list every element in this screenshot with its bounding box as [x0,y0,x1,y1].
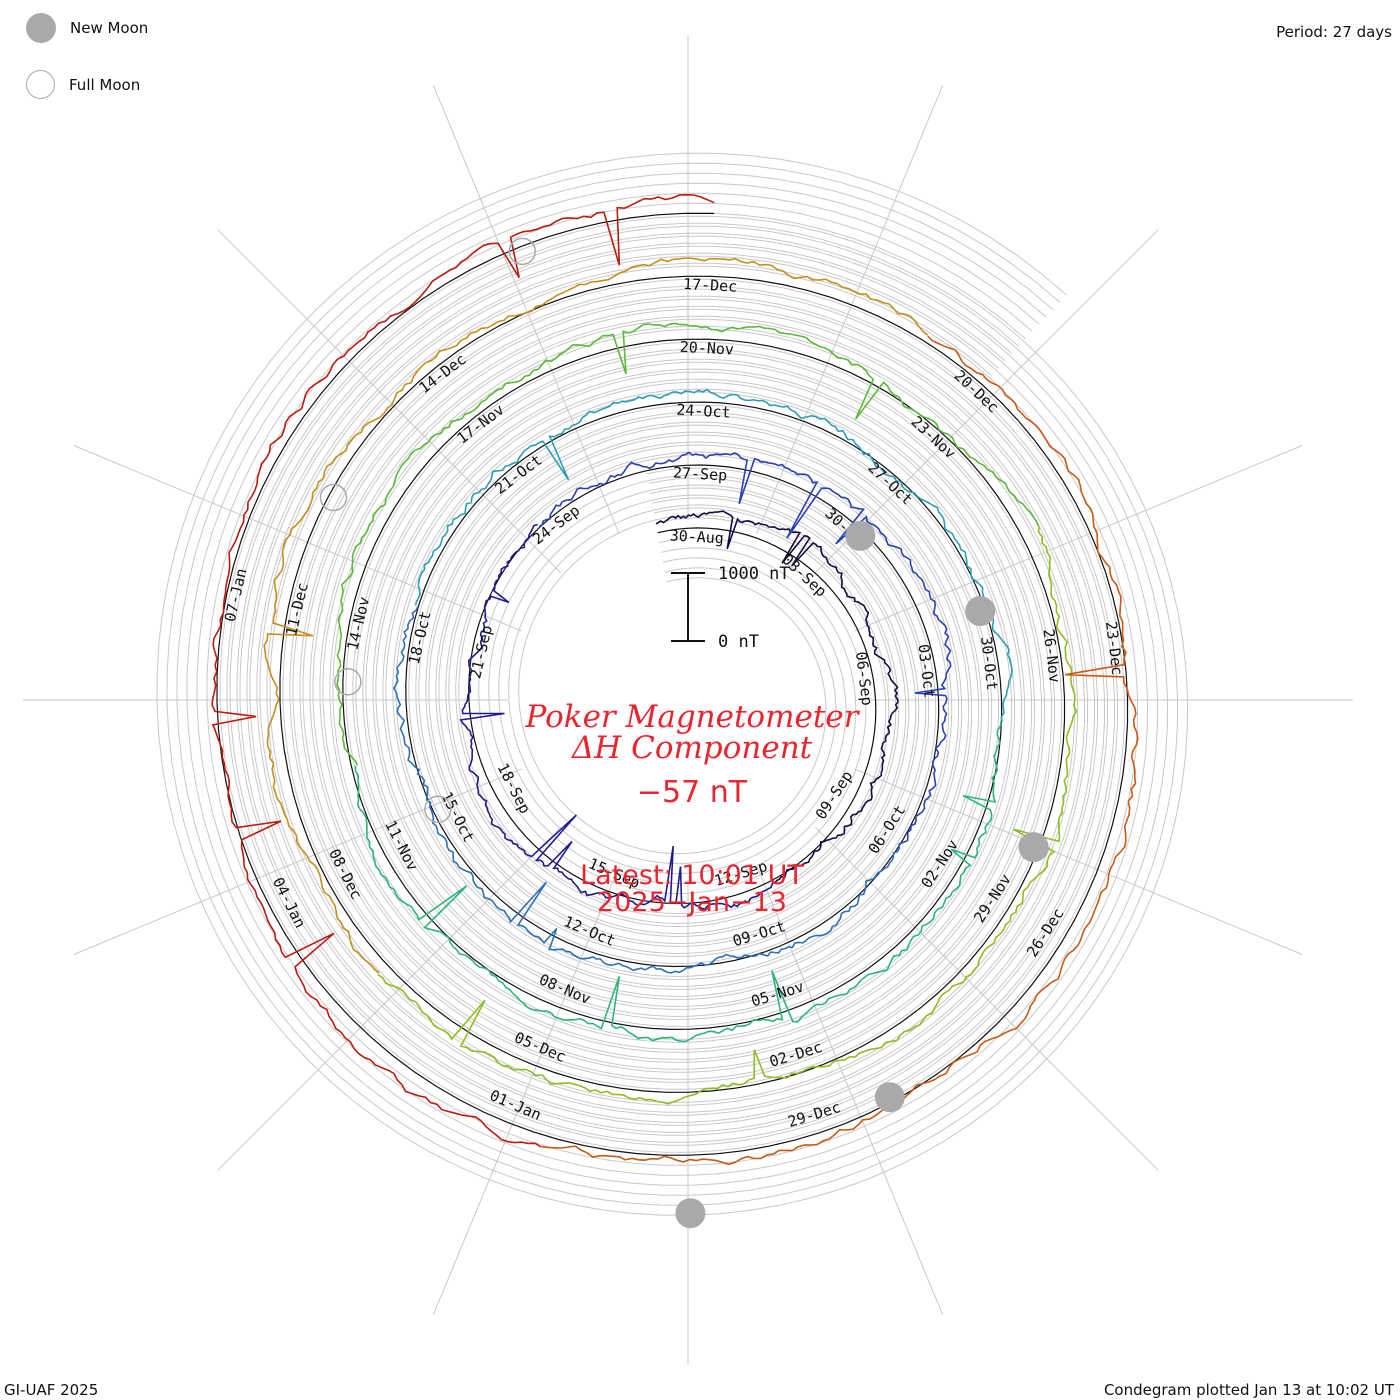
grid-spoke [814,826,1159,1171]
new-moon-marker [874,1082,905,1113]
grid-spoke [854,445,1303,632]
scale-top-label: 1000 nT [718,564,790,584]
new-moon-label: New Moon [70,19,149,37]
title-line1: Poker Magnetometer [525,699,861,735]
legend-full-moon: Full Moon [26,70,140,99]
title-line2: ΔH Component [571,730,813,766]
new-moon-marker [675,1198,706,1229]
full-moon-marker [334,668,362,696]
grid-spoke [73,445,522,632]
footer-plotted: Condegram plotted Jan 13 at 10:02 UT [1103,1381,1394,1399]
grid-ring [166,162,1179,1206]
grid-spoke [756,866,943,1315]
grid-spoke [756,85,943,534]
date-label: 02-Nov [917,836,962,891]
data-series-segment-3 [538,451,952,845]
grid-ring [156,152,1189,1216]
grid-spoke [433,866,620,1315]
full-moon-marker [424,795,452,824]
date-label: 27-Sep [673,464,728,485]
legend-new-moon: New Moon [26,13,148,43]
grid-ring [236,232,1108,1136]
date-label: 06-Oct [865,802,910,857]
date-label: 01-Jan [487,1086,544,1124]
date-label: 27-Oct [864,458,916,508]
grid-ring [246,242,1098,1126]
full-moon-icon [26,70,55,99]
grid-spoke [433,85,620,534]
grid-spoke [217,229,562,574]
current-value: −57 nT [637,775,748,810]
latest-date: 2025−Jan−13 [597,887,787,918]
data-series-segment-4 [392,606,901,974]
zero-reference-spiral [216,212,1129,1156]
new-moon-marker [845,520,876,551]
data-series-segment-11 [211,193,715,1148]
full-moon-label: Full Moon [69,75,141,94]
grid-spoke [854,768,1303,955]
grid-ring [256,252,1088,1116]
full-moon-marker [319,483,348,512]
full-moon-marker [508,237,537,266]
date-label: 26-Dec [1023,905,1068,960]
data-series-segment-1 [655,510,899,884]
date-label: 11-Nov [381,817,422,873]
date-label: 04-Jan [269,874,310,930]
grid-spoke [217,826,562,1171]
date-label: 20-Nov [679,338,734,359]
date-label: 20-Dec [950,366,1002,416]
scale-bottom-label: 0 nT [718,632,759,652]
new-moon-icon [26,13,56,43]
date-label: 21-Sep [466,624,496,681]
latest-time: Latest: 10:01 UT [580,860,804,891]
center-title: Poker Magnetometer ΔH Component −57 nT L… [525,699,861,918]
new-moon-marker [1018,832,1049,863]
date-label: 24-Oct [676,401,731,422]
date-label: 18-Sep [494,760,535,816]
grid-spoke [814,229,1159,574]
data-series-segment-9 [263,257,929,974]
moon-markers-layer [319,237,1049,1229]
data-series-segment-5 [414,388,1013,722]
reference-circles [216,212,1129,1156]
date-label: 29-Nov [970,871,1015,926]
data-series-layer [211,193,1139,1166]
data-series-segment-8 [377,526,1078,1105]
date-label: 17-Dec [683,275,738,296]
period-label: Period: 27 days [1276,23,1392,41]
grid-ring [196,192,1149,1176]
date-label: 08-Dec [325,846,366,902]
grid-ring [176,172,1169,1196]
footer-credit: GI-UAF 2025 [4,1381,99,1399]
date-label: 09-Sep [812,767,857,822]
new-moon-marker [965,596,996,626]
data-series-segment-6 [354,721,1002,1043]
date-label: 18-Oct [405,609,435,666]
scale-bar: 1000 nT 0 nT [671,564,790,652]
data-series-segment-2 [459,523,775,910]
date-label: 08-Nov [536,970,593,1008]
grid-ring [186,182,1159,1186]
date-label: 30-Aug [669,526,724,547]
grid-ring [266,262,1078,1106]
data-series-segment-10 [541,335,1139,1166]
data-series-segment-7 [336,322,1040,766]
date-label: 05-Dec [512,1028,569,1066]
grid-ring [226,222,1118,1146]
